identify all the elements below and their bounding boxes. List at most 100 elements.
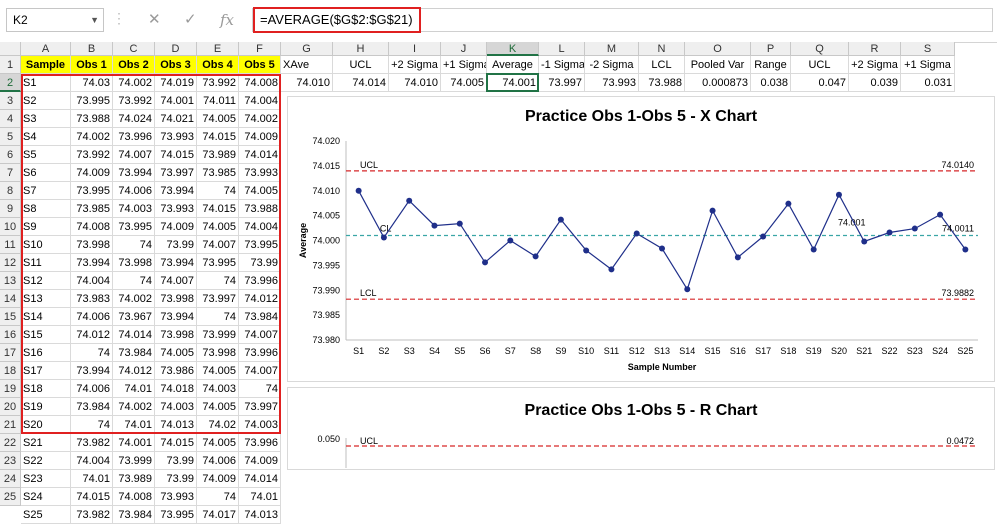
table-cell[interactable]: 73.998 [155, 290, 197, 308]
table-cell[interactable]: 73.994 [155, 308, 197, 326]
table-cell[interactable]: S15 [21, 326, 71, 344]
table-cell[interactable]: 74.008 [113, 488, 155, 506]
table-cell[interactable]: 74 [113, 272, 155, 290]
table-cell[interactable]: 73.99 [155, 236, 197, 254]
table-cell[interactable]: 73.995 [113, 218, 155, 236]
table-cell[interactable]: 74 [71, 344, 113, 362]
table-cell[interactable]: 74.009 [155, 218, 197, 236]
header-cell[interactable]: -2 Sigma [585, 56, 639, 74]
row-header[interactable]: 8 [0, 182, 21, 200]
column-header-a[interactable]: A [21, 42, 71, 56]
table-cell[interactable]: 73.999 [197, 326, 239, 344]
header-cell[interactable]: Sample [21, 56, 71, 74]
table-cell[interactable]: 74.005 [197, 398, 239, 416]
table-cell[interactable]: 74.003 [239, 416, 281, 434]
table-cell[interactable]: 73.993 [155, 200, 197, 218]
row-header[interactable]: 4 [0, 110, 21, 128]
data-point[interactable] [861, 238, 868, 245]
table-cell[interactable]: S6 [21, 164, 71, 182]
table-cell[interactable]: 74.005 [155, 344, 197, 362]
column-header-d[interactable]: D [155, 42, 197, 56]
table-cell[interactable]: 74.005 [197, 362, 239, 380]
header-cell[interactable]: Obs 1 [71, 56, 113, 74]
table-cell[interactable]: 74.008 [71, 218, 113, 236]
table-cell[interactable]: 73.986 [155, 362, 197, 380]
table-cell[interactable]: 74.001 [155, 92, 197, 110]
table-cell[interactable]: S8 [21, 200, 71, 218]
table-cell[interactable]: 74.010 [389, 74, 441, 92]
table-cell[interactable]: 73.998 [113, 254, 155, 272]
table-cell[interactable]: 73.995 [239, 236, 281, 254]
table-cell[interactable]: S13 [21, 290, 71, 308]
table-cell[interactable]: S12 [21, 272, 71, 290]
table-cell[interactable]: 74.004 [71, 272, 113, 290]
table-cell[interactable]: 73.99 [155, 452, 197, 470]
table-cell[interactable]: 73.984 [239, 308, 281, 326]
table-cell[interactable]: 74.006 [113, 182, 155, 200]
table-cell[interactable]: 74.019 [155, 74, 197, 92]
column-header-g[interactable]: G [281, 42, 333, 56]
column-header-o[interactable]: O [685, 42, 751, 56]
data-point[interactable] [355, 187, 362, 194]
table-cell[interactable]: S7 [21, 182, 71, 200]
data-point[interactable] [406, 197, 413, 204]
table-cell[interactable]: 0.039 [849, 74, 901, 92]
data-point[interactable] [608, 266, 615, 273]
confirm-check-icon[interactable]: ✓ [184, 11, 197, 28]
data-point[interactable] [937, 211, 944, 218]
table-cell[interactable]: 74.015 [71, 488, 113, 506]
chevron-down-icon[interactable]: ▼ [90, 15, 99, 25]
table-cell[interactable]: 74.008 [239, 74, 281, 92]
column-header-e[interactable]: E [197, 42, 239, 56]
table-cell[interactable]: 73.998 [197, 344, 239, 362]
table-cell[interactable]: 0.047 [791, 74, 849, 92]
table-cell[interactable]: 74.015 [155, 434, 197, 452]
table-cell[interactable]: 74 [197, 272, 239, 290]
data-point[interactable] [835, 191, 842, 198]
row-header[interactable]: 9 [0, 200, 21, 218]
table-cell[interactable]: 74.002 [113, 398, 155, 416]
data-point[interactable] [709, 207, 716, 214]
drag-handle-icon[interactable]: ⋮ [112, 10, 126, 26]
table-cell[interactable]: 74.005 [239, 182, 281, 200]
table-cell[interactable]: 73.996 [239, 272, 281, 290]
header-cell[interactable]: XAve [281, 56, 333, 74]
row-header[interactable]: 18 [0, 362, 21, 380]
data-point[interactable] [557, 216, 564, 223]
table-cell[interactable]: 73.967 [113, 308, 155, 326]
header-cell[interactable]: Obs 2 [113, 56, 155, 74]
table-cell[interactable]: 73.985 [71, 200, 113, 218]
header-cell[interactable]: Pooled Var [685, 56, 751, 74]
table-cell[interactable]: 0.031 [901, 74, 955, 92]
data-point[interactable] [810, 246, 817, 253]
row-header[interactable]: 23 [0, 452, 21, 470]
r-chart[interactable]: Practice Obs 1-Obs 5 - R Chart 0.050 UCL 0.… [287, 387, 995, 470]
table-cell[interactable]: 74.01 [239, 488, 281, 506]
table-cell[interactable]: 73.988 [639, 74, 685, 92]
row-header[interactable]: 11 [0, 236, 21, 254]
table-cell[interactable]: 74.014 [113, 326, 155, 344]
table-cell[interactable]: 74.02 [197, 416, 239, 434]
table-cell[interactable]: 74.021 [155, 110, 197, 128]
row-header[interactable]: 1 [0, 56, 21, 74]
table-cell[interactable]: 73.996 [239, 344, 281, 362]
column-header-p[interactable]: P [751, 42, 791, 56]
table-cell[interactable]: 73.996 [113, 128, 155, 146]
table-cell[interactable]: 74.002 [113, 74, 155, 92]
data-point[interactable] [911, 225, 918, 232]
column-header-n[interactable]: N [639, 42, 685, 56]
insert-function-icon[interactable]: fx [220, 11, 235, 29]
table-cell[interactable]: 74.009 [239, 452, 281, 470]
data-point[interactable] [760, 233, 767, 240]
table-cell[interactable]: 73.994 [155, 182, 197, 200]
table-cell[interactable]: 74.013 [155, 416, 197, 434]
table-cell[interactable]: 73.992 [113, 92, 155, 110]
header-cell[interactable]: UCL [791, 56, 849, 74]
table-cell[interactable]: 73.993 [155, 128, 197, 146]
header-cell[interactable]: -1 Sigma [539, 56, 585, 74]
select-all-corner[interactable] [0, 42, 21, 56]
column-header-s[interactable]: S [901, 42, 955, 56]
data-point[interactable] [734, 254, 741, 261]
table-cell[interactable]: S17 [21, 362, 71, 380]
table-cell[interactable]: S11 [21, 254, 71, 272]
